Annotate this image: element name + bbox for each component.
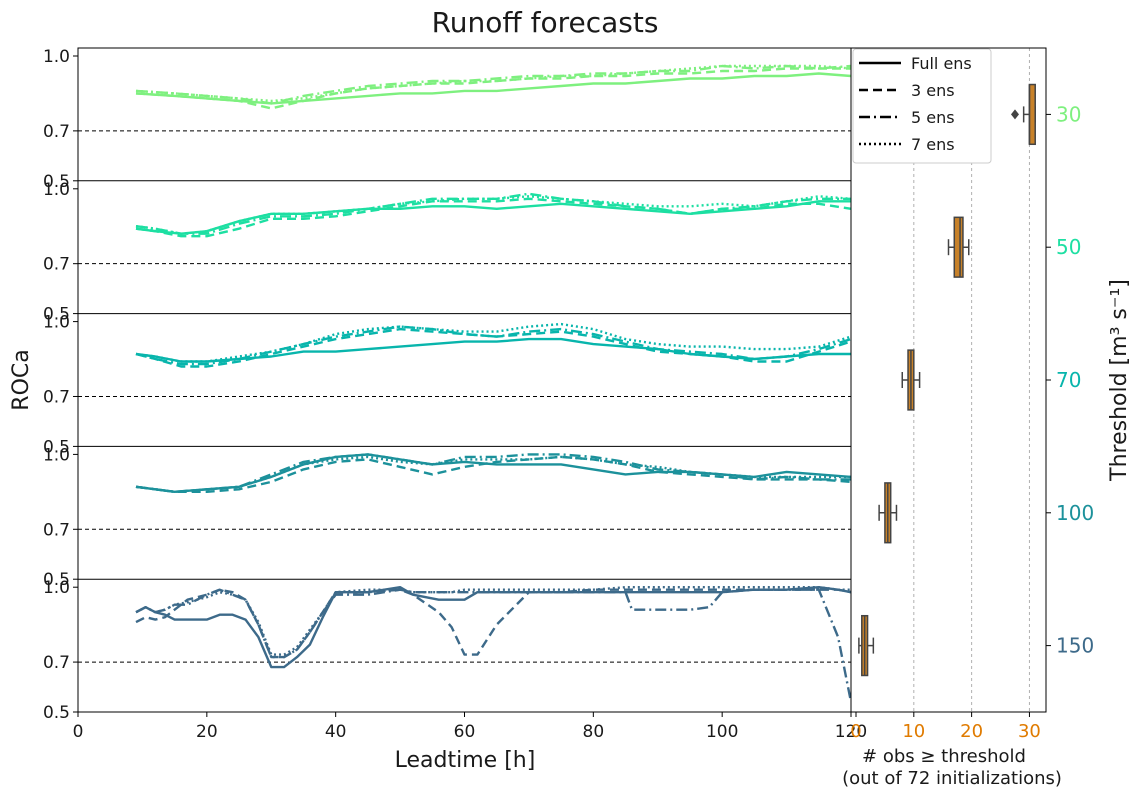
y-tick-label: 0.7 <box>43 520 70 540</box>
legend-label: 3 ens <box>911 81 955 100</box>
x-tick-label: 40 <box>325 722 347 742</box>
boxplot-50 <box>947 216 970 278</box>
y-tick-label: 0.5 <box>43 703 70 723</box>
y-tick-label: 0.7 <box>43 653 70 673</box>
x-tick-label: 60 <box>454 722 476 742</box>
boxplot-30 <box>1010 83 1036 146</box>
series-line-7-ens <box>135 586 851 656</box>
boxplot-70 <box>901 349 921 411</box>
x-tick-label: 20 <box>196 722 218 742</box>
panel-100: 0.5 0.7 1.0 100 <box>43 445 1094 590</box>
threshold-axis-label: Threshold [m³ s⁻¹] <box>1107 279 1132 482</box>
series-line-3-ens <box>135 455 852 493</box>
series-line-5-ens <box>135 192 851 235</box>
panel-30: 0.5 0.7 1.0 30 <box>43 47 1082 192</box>
series-line-5-ens <box>135 588 853 703</box>
side-x-label-line1: # obs ≥ threshold <box>862 746 1026 767</box>
x-tick-label: 100 <box>706 722 738 742</box>
series-line-7-ens <box>135 195 852 235</box>
y-tick-label: 1.0 <box>43 578 70 598</box>
box-body <box>953 216 964 278</box>
x-axis-label: Leadtime [h] <box>395 748 536 773</box>
y-tick-label: 0.5 <box>43 437 70 457</box>
legend-box <box>852 48 992 164</box>
series-line-3-ens <box>135 197 852 238</box>
line-panels: 0.5 0.7 1.0 30 0.5 0.7 1.0 50 0.5 0.7 1.0 70 0.5 0.7 1… <box>43 47 1094 742</box>
box-outlier <box>1010 109 1019 120</box>
y-tick-label: 1.0 <box>43 445 70 465</box>
series-line-full-ens <box>135 72 852 105</box>
chart-title: Runoff forecasts <box>432 6 659 39</box>
panel-50: 0.5 0.7 1.0 50 <box>43 180 1082 325</box>
y-axis-label: ROCa <box>9 349 34 410</box>
series-line-5-ens <box>135 64 852 105</box>
series-line-5-ens <box>135 453 851 493</box>
series-line-full-ens <box>135 200 851 235</box>
side-x-tick-label: 30 <box>1018 721 1041 742</box>
panel-150: 0.5 0.7 1.0 150 <box>43 578 1094 723</box>
x-tick-label: 80 <box>583 722 605 742</box>
y-tick-label: 0.5 <box>43 570 70 590</box>
series-line-full-ens <box>135 586 852 669</box>
legend-label: 5 ens <box>911 108 955 127</box>
threshold-label: 30 <box>1056 102 1081 126</box>
series-line-3-ens <box>135 588 852 659</box>
boxplot-100 <box>878 482 898 544</box>
y-tick-label: 0.7 <box>43 255 70 275</box>
threshold-label: 150 <box>1056 634 1094 658</box>
side-axes-frame <box>850 47 1047 713</box>
x-tick-label: 120 <box>835 722 867 742</box>
threshold-label: 50 <box>1056 235 1081 259</box>
y-tick-label: 1.0 <box>43 180 70 200</box>
y-tick-label: 0.5 <box>43 172 70 192</box>
boxplot-150 <box>858 614 875 677</box>
side-x-label-line2: (out of 72 initializations) <box>842 768 1062 789</box>
legend-label: Full ens <box>911 54 972 73</box>
series-line-full-ens <box>135 453 852 493</box>
x-tick-label: 0 <box>73 722 84 742</box>
box-body <box>1028 83 1036 146</box>
y-tick-label: 0.7 <box>43 122 70 142</box>
legend: Full ens 3 ens 5 ens 7 ens <box>852 48 992 164</box>
side-x-tick-label: 0 <box>850 721 861 742</box>
panel-70: 0.5 0.7 1.0 70 <box>43 313 1082 458</box>
y-tick-label: 0.7 <box>43 387 70 407</box>
y-tick-label: 0.5 <box>43 305 70 325</box>
series-line-3-ens <box>135 327 852 368</box>
series-line-7-ens <box>135 64 852 103</box>
series-line-3-ens <box>135 67 851 110</box>
threshold-label: 70 <box>1056 368 1081 392</box>
legend-label: 7 ens <box>911 135 955 154</box>
threshold-label: 100 <box>1056 501 1094 525</box>
series-line-7-ens <box>135 455 851 493</box>
y-tick-label: 1.0 <box>43 313 70 333</box>
series-line-5-ens <box>135 325 852 366</box>
side-x-tick-label: 20 <box>960 721 983 742</box>
side-x-tick-label: 10 <box>902 721 925 742</box>
y-tick-label: 1.0 <box>43 47 70 67</box>
main-axes-frame <box>77 47 852 713</box>
